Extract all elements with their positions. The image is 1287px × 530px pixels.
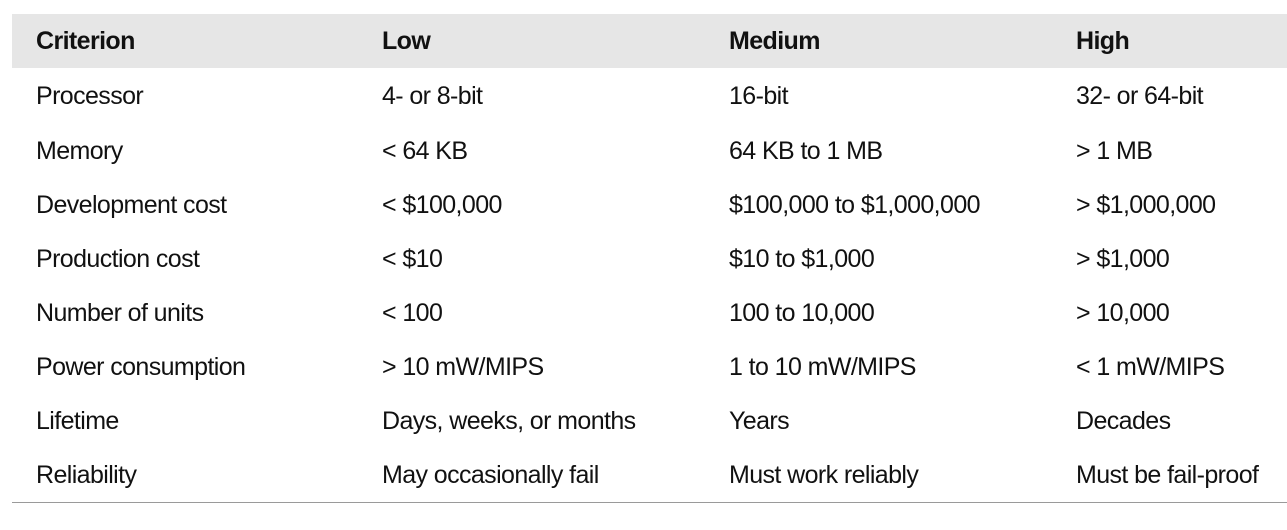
cell-criterion: Number of units xyxy=(36,298,204,327)
cell-criterion: Lifetime xyxy=(36,406,119,435)
cell-medium: 100 to 10,000 xyxy=(729,298,875,327)
cell-low: < $10 xyxy=(382,244,443,273)
cell-high: > $1,000,000 xyxy=(1076,190,1216,219)
cell-high: 32- or 64-bit xyxy=(1076,81,1204,110)
cell-criterion: Production cost xyxy=(36,244,200,273)
cell-low: < 64 KB xyxy=(382,136,468,165)
cell-high: > $1,000 xyxy=(1076,244,1170,273)
cell-medium: 64 KB to 1 MB xyxy=(729,136,883,165)
table-body: Processor 4- or 8-bit 16-bit 32- or 64-b… xyxy=(12,68,1287,503)
cell-high: < 1 mW/MIPS xyxy=(1076,352,1225,381)
header-criterion: Criterion xyxy=(36,26,135,55)
cell-low: < 100 xyxy=(382,298,443,327)
cell-low: 4- or 8-bit xyxy=(382,81,483,110)
cell-low: < $100,000 xyxy=(382,190,502,219)
table-row: Power consumption > 10 mW/MIPS 1 to 10 m… xyxy=(12,340,1287,394)
cell-low: > 10 mW/MIPS xyxy=(382,352,544,381)
cell-medium: Years xyxy=(729,406,790,435)
cell-medium: Must work reliably xyxy=(705,448,1052,503)
table-row: Processor 4- or 8-bit 16-bit 32- or 64-b… xyxy=(12,68,1287,124)
table-row: Lifetime Days, weeks, or months Years De… xyxy=(12,394,1287,448)
header-medium: Medium xyxy=(729,26,820,55)
cell-medium: $10 to $1,000 xyxy=(729,244,875,273)
cell-low: Days, weeks, or months xyxy=(382,406,636,435)
criteria-table-container: Criterion Low Medium High Processor 4- o… xyxy=(12,14,1287,503)
table-row: Memory < 64 KB 64 KB to 1 MB > 1 MB xyxy=(12,124,1287,178)
cell-criterion: Development cost xyxy=(36,190,227,219)
header-high: High xyxy=(1076,26,1130,55)
table-header: Criterion Low Medium High xyxy=(12,14,1287,68)
cell-criterion: Memory xyxy=(36,136,123,165)
cell-medium: 16-bit xyxy=(729,81,789,110)
criteria-table: Criterion Low Medium High Processor 4- o… xyxy=(12,14,1287,503)
cell-high: > 10,000 xyxy=(1076,298,1170,327)
cell-medium: $100,000 to $1,000,000 xyxy=(729,190,981,219)
cell-high: > 1 MB xyxy=(1076,136,1153,165)
cell-criterion: Processor xyxy=(36,81,144,110)
cell-medium: 1 to 10 mW/MIPS xyxy=(729,352,916,381)
cell-criterion: Power consumption xyxy=(36,352,246,381)
header-low: Low xyxy=(382,26,431,55)
header-row: Criterion Low Medium High xyxy=(12,14,1287,68)
table-row: Number of units < 100 100 to 10,000 > 10… xyxy=(12,286,1287,340)
cell-criterion: Reliability xyxy=(12,448,358,503)
cell-high: Must be fail-proof xyxy=(1052,448,1287,503)
cell-high: Decades xyxy=(1076,406,1171,435)
table-row: Production cost < $10 $10 to $1,000 > $1… xyxy=(12,232,1287,286)
table-row: Development cost < $100,000 $100,000 to … xyxy=(12,178,1287,232)
cell-low: May occasionally fail xyxy=(358,448,705,503)
table-row: Reliability May occasionally fail Must w… xyxy=(12,448,1287,503)
